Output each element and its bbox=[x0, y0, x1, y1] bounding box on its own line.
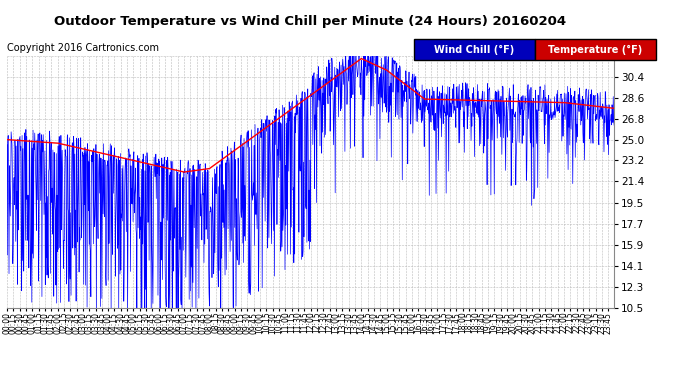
Text: Copyright 2016 Cartronics.com: Copyright 2016 Cartronics.com bbox=[7, 43, 159, 53]
Text: Temperature (°F): Temperature (°F) bbox=[548, 45, 642, 55]
Text: Outdoor Temperature vs Wind Chill per Minute (24 Hours) 20160204: Outdoor Temperature vs Wind Chill per Mi… bbox=[55, 15, 566, 28]
Text: Wind Chill (°F): Wind Chill (°F) bbox=[434, 45, 515, 55]
